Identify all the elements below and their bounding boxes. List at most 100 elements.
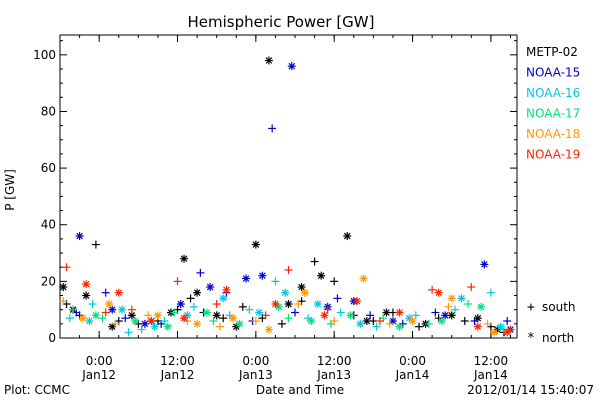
north-point [408,317,417,326]
north-point [264,325,273,334]
north-point [490,328,499,337]
south-point [483,319,492,328]
north-point [300,288,309,297]
south-point [238,302,247,311]
legend-entry: NOAA-17 [526,107,580,121]
south-point [111,319,120,328]
x-tick-time-label: 0:00 [242,354,269,368]
y-axis-label: P [GW] [3,169,17,211]
south-point [98,314,107,323]
chart-title: Hemispheric Power [GW] [188,13,375,31]
north-point [114,288,123,297]
north-point [437,317,446,326]
south-point [444,302,453,311]
south-point [271,277,280,286]
north-point [108,305,117,314]
x-tick-date-label: Jan14 [473,368,508,382]
north-point [235,319,244,328]
south-point [467,283,476,292]
south-point [424,319,433,328]
marker-legend-label: south [542,300,576,314]
north-point [264,56,273,65]
north-point [163,322,172,331]
north-point [150,322,159,331]
legend-entry: NOAA-16 [526,86,580,100]
north-point [222,285,231,294]
north-point [193,288,202,297]
x-tick-date-label: Jan13 [316,368,351,382]
south-point [372,322,381,331]
south-point [460,317,469,326]
south-point [88,300,97,309]
north-point [108,322,117,331]
north-point [297,283,306,292]
x-tick-time-label: 0:00 [86,354,113,368]
x-axis: 0:00Jan1212:00Jan120:00Jan1312:00Jan130:… [59,35,511,382]
north-point [284,300,293,309]
south-point [470,317,479,326]
y-tick-label: 20 [41,274,56,288]
north-point [434,288,443,297]
north-point [441,311,450,320]
north-point [395,322,404,331]
north-point [320,311,329,320]
south-point [294,300,303,309]
legend-entry: NOAA-15 [526,66,580,80]
north-point [180,314,189,323]
north-point [503,328,512,337]
north-point [356,319,365,328]
north-point [153,311,162,320]
south-point [91,240,100,249]
south-point [291,308,300,317]
south-point [121,314,130,323]
footer-source: Plot: CCMC [4,383,70,397]
north-point [353,297,362,306]
data-points [59,56,515,337]
north-point [82,291,91,300]
x-tick-date-label: Jan14 [395,368,430,382]
south-point [160,317,169,326]
x-tick-date-label: Jan13 [238,368,273,382]
north-point [140,319,149,328]
north-point [255,308,264,317]
south-point [284,266,293,275]
marker-legend: + south * north [527,300,576,346]
south-point [431,308,440,317]
north-point [59,283,68,292]
north-point [242,274,251,283]
north-point [447,311,456,320]
south-point [196,268,205,277]
south-point [69,305,78,314]
north-point [343,232,352,241]
south-point [486,288,495,297]
south-point [144,311,153,320]
north-point [78,314,87,323]
south-point [330,277,339,286]
north-point [447,294,456,303]
north-point [91,311,100,320]
south-point [336,308,345,317]
north-point [104,300,113,309]
north-point [480,260,489,269]
y-tick-label: 0 [48,331,56,345]
plot-area [59,34,518,339]
north-point [307,317,316,326]
south-point [101,308,110,317]
south-point [212,300,221,309]
x-tick-date-label: Jan12 [81,368,116,382]
marker-legend-symbol: * [527,331,535,346]
north-point [212,311,221,320]
x-tick-time-label: 12:00 [160,354,195,368]
north-point [473,322,482,331]
south-point [251,317,260,326]
y-tick-label: 100 [33,48,56,62]
south-point [310,257,319,266]
south-point [245,305,254,314]
x-tick-date-label: Jan12 [160,368,195,382]
marker-legend-label: north [542,331,574,345]
north-point [193,319,202,328]
north-point [258,271,267,280]
y-tick-label: 40 [41,218,56,232]
north-point [271,300,280,309]
south-point [333,294,342,303]
